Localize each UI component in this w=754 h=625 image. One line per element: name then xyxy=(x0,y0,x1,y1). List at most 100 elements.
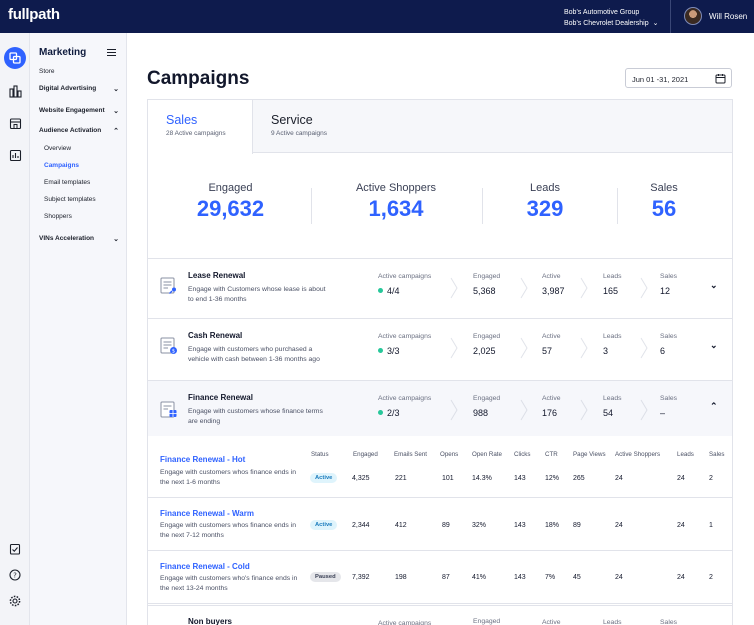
stat-value: – xyxy=(660,408,666,418)
sidebar-item-label: Digital Advertising xyxy=(39,85,97,92)
fullpath-logo[interactable]: fullpath xyxy=(8,6,60,23)
kpi-label: Leads xyxy=(530,182,560,194)
stat-label: Sales xyxy=(660,619,678,625)
campaign-row[interactable]: Finance Renewal - Cold Engage with custo… xyxy=(148,551,732,604)
kpi-divider xyxy=(482,188,483,224)
campaign-description: Engage with customers whos finance ends … xyxy=(160,522,297,539)
campaign-group-row[interactable]: Lease Renewal Engage with Customers whos… xyxy=(148,258,732,318)
sidebar-item-vins-acceleration[interactable]: VINs Acceleration ⌄ xyxy=(39,235,119,243)
store-icon[interactable] xyxy=(4,112,26,134)
user-name[interactable]: Will Rosen xyxy=(709,12,748,21)
dealership-name: Bob's Chevrolet Dealership xyxy=(564,20,649,27)
sidebar-item-store[interactable]: Store xyxy=(39,68,119,75)
cell-page-views: 89 xyxy=(573,522,581,529)
settings-icon[interactable] xyxy=(4,590,26,612)
sidebar-item-audience-activation[interactable]: Audience Activation ⌃ xyxy=(39,127,119,135)
status-badge: Active xyxy=(310,473,338,483)
sidebar-subitem-campaigns[interactable]: Campaigns xyxy=(44,162,80,169)
checklist-icon[interactable] xyxy=(4,538,26,560)
tab-label: Sales xyxy=(166,113,198,127)
hamburger-menu-icon[interactable] xyxy=(107,49,116,56)
cell-leads: 24 xyxy=(677,522,685,529)
cell-emails-sent: 198 xyxy=(395,574,407,581)
stat-leads: Leads 3 xyxy=(603,333,622,356)
stat-label: Leads xyxy=(603,619,622,625)
chevron-up-icon[interactable]: ⌃ xyxy=(710,401,718,411)
status-dot xyxy=(378,410,383,415)
stat-value: 176 xyxy=(542,408,558,418)
campaign-group-description: Engage with Customers whose lease is abo… xyxy=(188,286,326,303)
column-header: Status xyxy=(311,451,329,458)
date-range-value: Jun 01 -31, 2021 xyxy=(632,75,689,84)
tab-label: Service xyxy=(271,113,313,127)
stat-label: Active xyxy=(542,333,561,340)
bar-chart-icon[interactable] xyxy=(4,80,26,102)
kpi-sales: Sales 56 xyxy=(634,182,694,222)
column-header: Open Rate xyxy=(472,451,502,458)
cell-clicks: 143 xyxy=(514,574,526,581)
stat-value: 2/3 xyxy=(387,408,400,418)
tab-sales[interactable]: Sales 28 Active campaigns xyxy=(148,100,253,154)
campaign-row[interactable]: Finance Renewal - Warm Engage with custo… xyxy=(148,498,732,551)
overlapping-squares-icon[interactable] xyxy=(4,47,26,69)
cell-page-views: 265 xyxy=(573,475,585,482)
campaign-group-row[interactable]: Finance Renewal Engage with customers wh… xyxy=(148,380,732,436)
sidebar-title: Marketing xyxy=(39,47,87,58)
sidebar-item-label: Store xyxy=(39,68,55,75)
campaign-group-row[interactable]: $ Cash Renewal Engage with customers who… xyxy=(148,318,732,380)
column-header: Active Shoppers xyxy=(615,451,661,458)
campaign-group-name: Cash Renewal xyxy=(188,331,243,340)
campaign-table-header: Status Engaged Emails Sent Opens Open Ra… xyxy=(148,451,732,465)
chevron-separator-icon xyxy=(450,337,458,359)
kpi-divider xyxy=(617,188,618,224)
tab-service[interactable]: Service 9 Active campaigns xyxy=(253,100,358,153)
avatar[interactable] xyxy=(684,7,702,25)
chevron-down-icon: ⌄ xyxy=(652,20,659,27)
sidebar-subitem-overview[interactable]: Overview xyxy=(44,145,72,152)
stat-active: Active 176 xyxy=(542,395,561,418)
campaign-name-link[interactable]: Finance Renewal - Cold xyxy=(160,562,250,571)
status-dot xyxy=(378,348,383,353)
sidebar-item-digital-advertising[interactable]: Digital Advertising ⌄ xyxy=(39,85,119,93)
stat-label: Sales xyxy=(660,395,678,402)
stat-label: Sales xyxy=(660,333,678,340)
stat-label: Engaged xyxy=(473,333,501,340)
document-grid-icon xyxy=(159,400,179,425)
kpi-divider xyxy=(311,188,312,224)
topbar-divider xyxy=(670,0,671,33)
sidebar-item-label: Website Engagement xyxy=(39,107,105,114)
campaign-group-row[interactable]: Non buyers Active campaigns Engaged Acti… xyxy=(148,605,732,625)
cell-active-shoppers: 24 xyxy=(615,522,623,529)
chevron-separator-icon xyxy=(520,277,528,299)
campaign-row[interactable]: Finance Renewal - Hot Engage with custom… xyxy=(148,445,732,498)
date-range-picker[interactable]: Jun 01 -31, 2021 xyxy=(625,68,732,88)
report-icon[interactable] xyxy=(4,144,26,166)
icon-rail: ? xyxy=(0,33,30,625)
stat-engaged: Engaged 2,025 xyxy=(473,333,500,356)
sidebar-subitem-subject-templates[interactable]: Subject templates xyxy=(44,196,96,203)
stat-engaged: Engaged xyxy=(473,618,500,625)
stat-value: 988 xyxy=(473,408,489,418)
cell-ctr: 12% xyxy=(545,475,560,482)
tab-sublabel: 28 Active campaigns xyxy=(166,130,226,137)
cell-engaged: 7,392 xyxy=(352,574,370,581)
kpi-label: Active Shoppers xyxy=(355,182,437,194)
campaigns-card: Sales 28 Active campaigns Service 9 Acti… xyxy=(147,99,733,625)
stat-active: Active 3,987 xyxy=(542,273,565,296)
stat-value: 3/3 xyxy=(387,346,400,356)
campaign-name-link[interactable]: Finance Renewal - Hot xyxy=(160,455,246,464)
cell-page-views: 45 xyxy=(573,574,581,581)
cell-active-shoppers: 24 xyxy=(615,574,623,581)
stat-label: Active campaigns xyxy=(378,273,432,280)
dealer-selector[interactable]: Bob's Automotive Group Bob's Chevrolet D… xyxy=(564,7,658,29)
chevron-separator-icon xyxy=(640,399,648,421)
stat-label: Engaged xyxy=(473,395,501,402)
sidebar-subitem-shoppers[interactable]: Shoppers xyxy=(44,213,72,220)
help-icon[interactable]: ? xyxy=(4,564,26,586)
chevron-down-icon[interactable]: ⌄ xyxy=(710,340,718,350)
group-name: Bob's Automotive Group xyxy=(564,9,640,16)
campaign-name-link[interactable]: Finance Renewal - Warm xyxy=(160,509,254,518)
sidebar-item-website-engagement[interactable]: Website Engagement ⌄ xyxy=(39,107,119,115)
sidebar-subitem-email-templates[interactable]: Email templates xyxy=(44,179,91,186)
chevron-down-icon[interactable]: ⌄ xyxy=(710,280,718,290)
